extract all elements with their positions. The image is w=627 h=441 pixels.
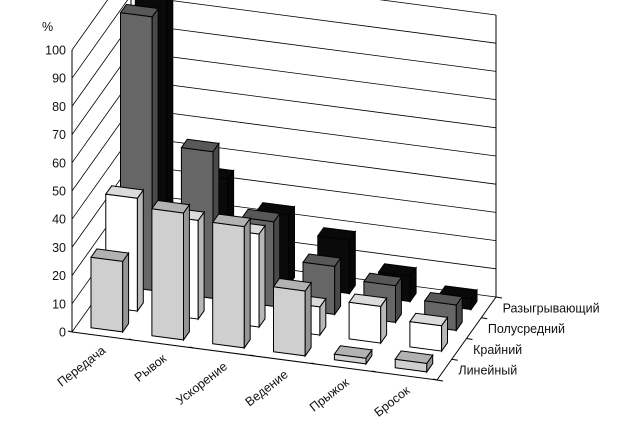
x-tick-mark xyxy=(128,338,133,341)
bar-side-face xyxy=(183,203,190,342)
y-tick-label: 50 xyxy=(52,185,66,199)
bar-Ускорение-Линейный xyxy=(211,213,252,350)
y-tick-label: 0 xyxy=(59,326,66,340)
series-label: Полусредний xyxy=(488,322,565,336)
y-tick-label: 80 xyxy=(52,100,66,114)
bar-Передача-Линейный xyxy=(90,248,130,334)
bar-side-face xyxy=(334,256,342,316)
bar-top-face xyxy=(180,138,220,153)
bar-Бросок-Линейный xyxy=(394,350,434,374)
series-depth-labels: Линейный Крайний Полусредний Разыгрывающий xyxy=(458,301,599,377)
x-tick-mark xyxy=(311,362,316,365)
y-tick-label: 70 xyxy=(52,128,66,142)
y-tick-label: 60 xyxy=(52,156,66,170)
y-tick-label: 40 xyxy=(52,213,66,227)
bar-Прыжок-Крайний xyxy=(348,293,388,345)
y-tick-label: 20 xyxy=(52,269,66,283)
bar-top-face xyxy=(316,227,357,241)
bar-top-face xyxy=(302,253,342,267)
bar-top-face xyxy=(363,272,403,287)
z-tick-mark xyxy=(481,317,488,320)
bar-side-face xyxy=(348,230,356,296)
bar-top-face xyxy=(348,293,388,307)
bar-top-face xyxy=(333,345,373,359)
bar-front-face xyxy=(90,256,124,333)
bar-top-face xyxy=(119,3,159,18)
bar-top-face xyxy=(104,185,145,199)
series-label: Линейный xyxy=(458,364,517,378)
bar-top-face xyxy=(394,350,434,364)
bar-Прыжок-Линейный xyxy=(333,345,373,366)
x-tick-mark xyxy=(372,370,377,373)
gridline-100 xyxy=(71,0,497,51)
category-label: Передача xyxy=(55,343,109,389)
bar-side-face xyxy=(136,188,144,313)
bar-side-face xyxy=(304,281,312,358)
bar-side-face xyxy=(122,251,130,334)
z-tick-mark xyxy=(495,296,503,299)
bar-front-face xyxy=(212,221,245,349)
bar-front-face xyxy=(151,208,184,341)
bar-top-face xyxy=(211,213,252,228)
bar-front-face xyxy=(273,286,306,357)
bar-top-face xyxy=(151,199,191,214)
bar-Ведение-Линейный xyxy=(272,277,312,358)
bar-side-face xyxy=(258,224,266,329)
bar-top-face xyxy=(241,208,281,223)
y-tick-label: 100 xyxy=(45,44,66,58)
bar-top-face xyxy=(409,312,449,327)
series-label: Крайний xyxy=(473,343,522,357)
bar-side-face xyxy=(243,216,251,350)
y-tick-label: 30 xyxy=(52,241,66,255)
bar-top-face xyxy=(272,277,312,292)
x-tick-mark xyxy=(189,346,194,349)
bar-top-face xyxy=(90,248,130,262)
z-tick-mark xyxy=(466,338,473,340)
bar-top-face xyxy=(423,291,464,306)
bar-Бросок-Крайний xyxy=(409,312,449,353)
x-tick-mark xyxy=(432,378,438,381)
z-tick-mark xyxy=(436,379,444,382)
category-label: Ускорение xyxy=(174,359,230,407)
bar-front-face xyxy=(348,301,382,344)
bar-top-face xyxy=(377,263,417,277)
category-label: Ведение xyxy=(243,367,291,409)
bar-side-face xyxy=(288,205,295,288)
bar-front-face xyxy=(409,321,443,352)
y-tick-label: 90 xyxy=(52,72,66,86)
category-label: Бросок xyxy=(372,383,413,420)
z-tick-mark xyxy=(451,358,458,361)
x-tick-mark xyxy=(67,330,73,333)
bars xyxy=(90,0,478,374)
series-label: Разыгрывающий xyxy=(503,301,600,315)
bar-Рывок-Линейный xyxy=(151,199,191,342)
x-tick-mark xyxy=(250,354,255,357)
bar-side-face xyxy=(197,210,205,321)
category-label: Прыжок xyxy=(307,375,352,414)
y-tick-labels: 0 10 20 30 40 50 60 70 80 90 100 xyxy=(45,44,66,340)
category-label: Рывок xyxy=(132,351,170,385)
gridline-90 xyxy=(71,0,497,79)
y-tick-label: 10 xyxy=(52,297,66,311)
y-unit-label: % xyxy=(42,20,53,34)
